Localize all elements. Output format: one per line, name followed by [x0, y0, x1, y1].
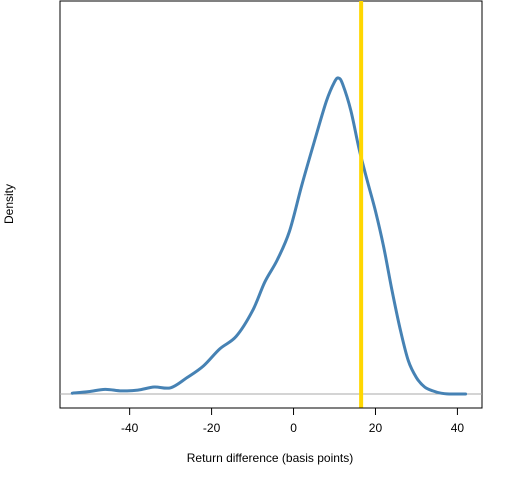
x-tick-label: 20 [369, 421, 383, 435]
x-axis-label: Return difference (basis points) [187, 451, 354, 465]
x-tick-label: 0 [290, 421, 297, 435]
y-axis-label: Density [2, 184, 16, 224]
plot-layer [60, 1, 482, 408]
x-tick-label: 40 [451, 421, 465, 435]
x-tick-label: -20 [203, 421, 221, 435]
x-tick-label: -40 [121, 421, 139, 435]
x-axis: -40 -20 0 20 40 [121, 407, 465, 435]
plot-frame [59, 0, 483, 409]
density-curve-0 [70, 76, 468, 396]
